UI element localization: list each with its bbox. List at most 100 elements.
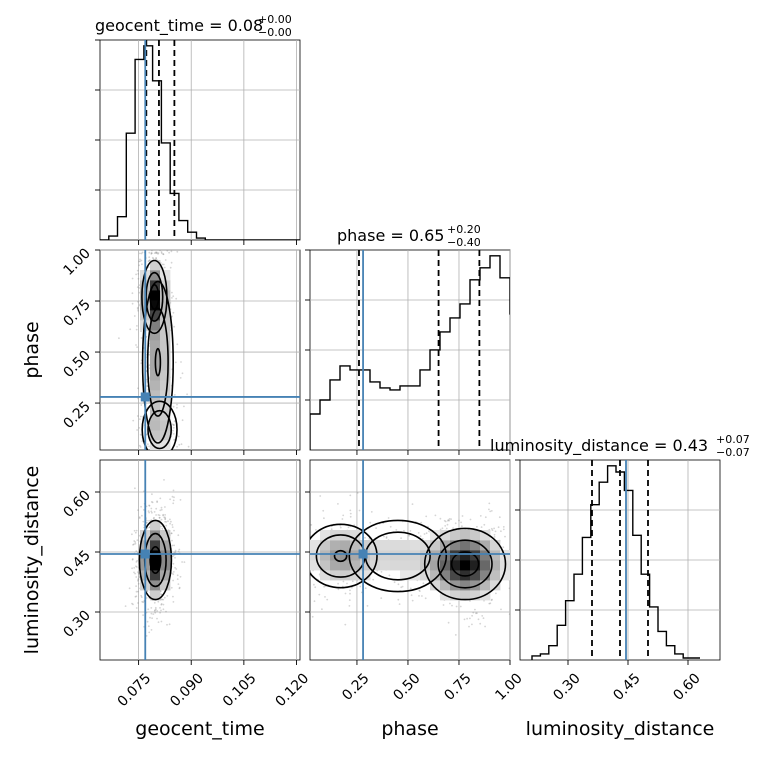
density-cell: [480, 580, 491, 591]
scatter-point: [491, 529, 494, 531]
scatter-point: [342, 514, 345, 517]
scatter-point: [163, 266, 166, 269]
scatter-point: [513, 576, 515, 578]
scatter-point: [179, 377, 182, 379]
scatter-point: [337, 588, 340, 591]
scatter-point: [511, 527, 513, 529]
scatter-point: [140, 330, 142, 333]
density-cell: [150, 380, 161, 391]
scatter-point: [140, 415, 142, 418]
scatter-point: [151, 252, 153, 255]
density-cell: [150, 590, 161, 601]
scatter-point: [472, 611, 475, 614]
scatter-point: [366, 605, 369, 607]
scatter-point: [161, 598, 164, 601]
density-cell: [380, 550, 391, 561]
scatter-point: [359, 585, 362, 588]
scatter-point: [389, 525, 392, 528]
scatter-point: [469, 617, 471, 620]
scatter-point: [488, 602, 491, 605]
scatter-point: [160, 506, 163, 509]
scatter-point: [409, 530, 412, 532]
scatter-point: [136, 325, 138, 327]
density-cell: [440, 530, 451, 541]
panel-2d-geocent_time-luminosity_distance: [100, 460, 300, 660]
scatter-point: [463, 618, 466, 621]
scatter-point: [141, 514, 143, 517]
scatter-point: [187, 445, 190, 448]
scatter-point: [510, 559, 512, 561]
title-geocent-time: geocent_time = 0.08: [95, 16, 263, 36]
density-cell: [330, 570, 341, 581]
scatter-point: [351, 586, 353, 589]
density-cell: [470, 540, 481, 551]
scatter-point: [137, 397, 139, 400]
x-tick-label: 0.75: [441, 670, 474, 703]
contour-line: [149, 545, 162, 574]
scatter-point: [471, 623, 473, 626]
density-cell: [350, 550, 361, 561]
scatter-point: [172, 562, 175, 565]
scatter-point: [455, 605, 458, 608]
scatter-point: [493, 527, 495, 530]
contour-line: [147, 409, 173, 450]
scatter-point: [131, 277, 134, 280]
scatter-point: [136, 539, 139, 542]
scatter-point: [162, 603, 165, 606]
scatter-point: [158, 516, 161, 519]
contour-line: [333, 549, 348, 563]
scatter-point: [151, 455, 153, 457]
scatter-point: [131, 567, 134, 570]
scatter-point: [164, 520, 167, 523]
scatter-point: [147, 510, 150, 512]
scatter-point: [176, 403, 178, 406]
scatter-point: [475, 612, 477, 615]
scatter-point: [171, 539, 173, 542]
density-cell: [470, 570, 481, 581]
scatter-point: [165, 521, 168, 523]
density-cell: [470, 580, 481, 591]
scatter-point: [163, 516, 166, 519]
density-cell: [480, 560, 491, 571]
density-cell: [160, 380, 171, 391]
scatter-point: [135, 273, 138, 276]
density-cell: [390, 560, 401, 571]
scatter-point: [129, 328, 132, 331]
density-cell: [410, 540, 421, 551]
truth-marker: [140, 392, 150, 402]
density-cell: [440, 580, 451, 591]
scatter-point: [177, 534, 180, 537]
scatter-point: [137, 309, 140, 312]
scatter-point: [445, 527, 448, 530]
scatter-point: [149, 616, 151, 619]
hist-luminosity_distance: [531, 465, 700, 660]
scatter-point: [380, 571, 383, 573]
scatter-point: [446, 523, 449, 526]
scatter-point: [174, 556, 176, 559]
scatter-point: [150, 510, 153, 513]
density-cell: [430, 570, 441, 581]
scatter-point: [170, 250, 173, 253]
density-cell: [150, 530, 161, 541]
scatter-point: [411, 503, 414, 505]
x-axis-label-phase: phase: [381, 718, 438, 740]
contour-line: [141, 280, 174, 444]
scatter-point: [418, 589, 421, 592]
scatter-point: [321, 608, 323, 611]
scatter-point: [454, 522, 457, 525]
density-cell: [150, 270, 161, 281]
scatter-point: [148, 504, 151, 507]
density-cell: [350, 540, 361, 551]
scatter-point: [400, 537, 402, 539]
scatter-point: [153, 252, 156, 255]
scatter-point: [480, 526, 483, 528]
scatter-point: [138, 444, 141, 447]
scatter-point: [448, 519, 451, 522]
scatter-point: [157, 621, 160, 624]
scatter-point: [136, 306, 139, 309]
scatter-point: [173, 551, 176, 554]
scatter-point: [173, 325, 176, 328]
scatter-point: [469, 518, 472, 521]
scatter-point: [173, 451, 175, 453]
